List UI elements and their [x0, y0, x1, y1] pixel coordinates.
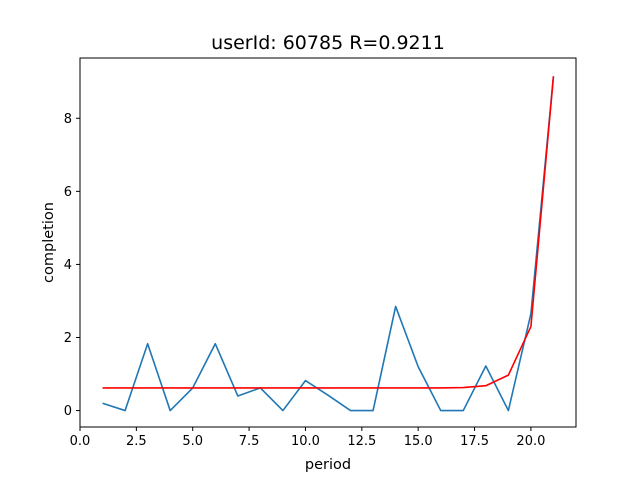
y-axis-label: completion [41, 202, 57, 283]
series-line-1 [102, 76, 555, 412]
x-ticks: 0.0 2.5 5.0 7.5 10.0 12.5 15.0 17.5 20.0 [70, 427, 545, 449]
x-tick-label: 2.5 [126, 434, 147, 449]
x-tick-label: 7.5 [239, 434, 260, 449]
y-tick-label: 2 [64, 331, 72, 346]
chart-title: userId: 60785 R=0.9211 [211, 32, 445, 54]
x-tick-label: 20.0 [516, 434, 545, 449]
y-tick-label: 4 [64, 258, 72, 273]
x-tick-label: 5.0 [182, 434, 203, 449]
series-line-2 [102, 76, 555, 389]
x-tick-label: 10.0 [291, 434, 320, 449]
y-tick-label: 8 [64, 112, 72, 127]
y-tick-label: 6 [64, 185, 72, 200]
x-tick-label: 0.0 [70, 434, 91, 449]
x-tick-label: 17.5 [460, 434, 489, 449]
y-tick-label: 0 [64, 404, 72, 419]
y-ticks: 0 2 4 6 8 [64, 112, 80, 419]
x-tick-label: 15.0 [404, 434, 433, 449]
plot-frame [79, 57, 577, 428]
x-tick-label: 12.5 [347, 434, 376, 449]
x-axis-label: period [305, 457, 351, 473]
series-layer [102, 76, 555, 412]
